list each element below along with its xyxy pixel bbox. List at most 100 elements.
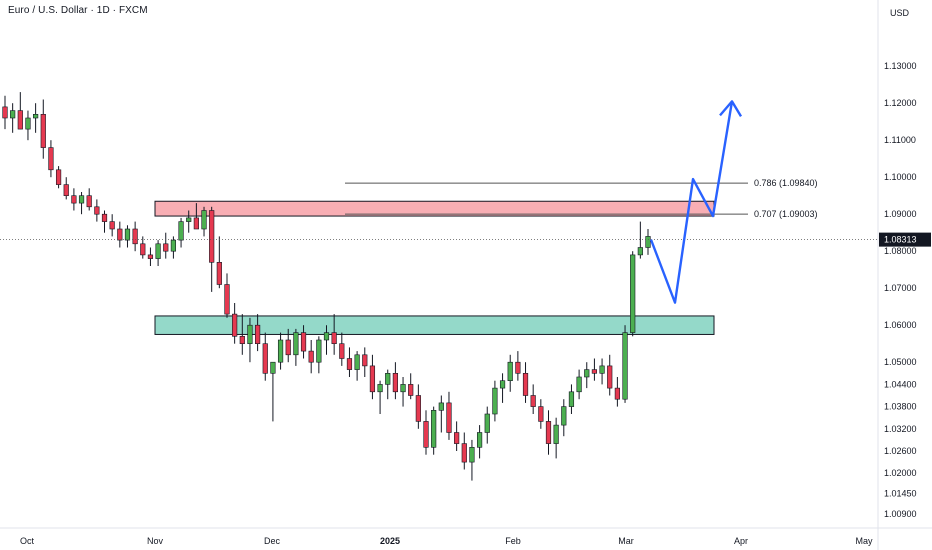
y-tick-label: 1.09000: [884, 209, 917, 219]
candle-body: [140, 243, 146, 256]
candle-body: [33, 114, 39, 119]
x-tick-label: Apr: [734, 536, 748, 546]
chart-title: Euro / U.S. Dollar · 1D · FXCM: [8, 5, 148, 16]
candle-body: [316, 339, 322, 363]
candle-body: [637, 247, 643, 256]
candle-body: [377, 384, 383, 393]
candle-body: [255, 324, 261, 345]
fib-level-label: 0.786 (1.09840): [754, 178, 818, 188]
candle-body: [599, 365, 605, 374]
candle-body: [17, 110, 23, 130]
fib-level-label: 0.707 (1.09003): [754, 209, 818, 219]
y-tick-label: 1.01450: [884, 489, 917, 499]
candle-body: [170, 239, 177, 252]
x-tick-label: Oct: [20, 536, 35, 546]
candle-body: [622, 332, 628, 400]
y-tick-label: 1.13000: [884, 61, 917, 71]
candle-body: [522, 372, 529, 396]
candle-body: [614, 387, 620, 400]
candle-body: [339, 343, 345, 359]
candle-body: [239, 335, 245, 344]
candle-body: [515, 361, 521, 374]
candle-body: [507, 361, 513, 382]
projection-path: [649, 101, 734, 304]
candle-body: [408, 384, 414, 396]
candle-body: [553, 424, 559, 444]
candle-body: [385, 372, 391, 385]
y-tick-label: 1.11000: [884, 135, 916, 145]
candle-body: [591, 369, 598, 374]
candle-body: [71, 195, 77, 204]
candle-body: [492, 387, 498, 415]
x-tick-label: Nov: [147, 536, 164, 546]
y-tick-label: 1.06000: [884, 320, 917, 330]
candle-body: [277, 339, 284, 363]
candle-body: [94, 206, 100, 215]
candle-body: [400, 384, 406, 393]
candle-body: [55, 169, 62, 185]
candle-body: [132, 228, 138, 245]
candle-body: [209, 210, 215, 263]
candle-body: [431, 409, 437, 448]
candle-body: [484, 413, 490, 433]
y-tick-label: 1.00900: [884, 509, 917, 519]
candle-body: [124, 228, 131, 241]
candle-body: [476, 432, 483, 448]
candle-body: [630, 254, 636, 333]
candle-body: [193, 217, 199, 230]
candle-body: [293, 332, 299, 356]
candle-body: [369, 365, 376, 393]
candle-body: [155, 243, 161, 259]
candle-body: [331, 332, 337, 345]
y-tick-label: 1.10000: [884, 172, 917, 182]
candle-body: [10, 110, 16, 119]
candle-body: [147, 254, 154, 259]
candle-body: [538, 406, 544, 422]
current-price-label: 1.08313: [884, 235, 917, 245]
candle-body: [545, 421, 552, 444]
candle-body: [446, 402, 452, 433]
candle-body: [285, 339, 291, 356]
candle-body: [454, 432, 460, 444]
candle-body: [163, 243, 169, 252]
y-tick-label: 1.03200: [884, 424, 917, 434]
candle-body: [300, 332, 307, 352]
candle-body: [216, 261, 222, 285]
candle-body: [362, 354, 368, 367]
candle-body: [232, 313, 238, 337]
x-tick-label: Mar: [618, 536, 634, 546]
current-price-badge: [879, 232, 931, 247]
x-tick-label: Feb: [505, 536, 521, 546]
candle-body: [201, 210, 207, 230]
candle-body: [78, 195, 85, 204]
candle-body: [461, 443, 467, 463]
demand-zone: [154, 315, 715, 335]
currency-label: USD: [890, 8, 910, 18]
candle-body: [561, 406, 567, 426]
candle-body: [109, 221, 115, 230]
candle-body: [63, 184, 69, 197]
x-tick-label: Dec: [264, 536, 281, 546]
candle-body: [101, 213, 108, 222]
candle-body: [499, 380, 506, 389]
candle-body: [392, 372, 398, 393]
candle-body: [2, 106, 8, 119]
y-tick-label: 1.07000: [884, 283, 917, 293]
candle-body: [415, 395, 421, 422]
candle-body: [584, 369, 590, 378]
candle-body: [262, 343, 268, 374]
candle-body: [530, 395, 536, 407]
y-tick-label: 1.02000: [884, 468, 917, 478]
candle-body: [568, 391, 575, 407]
x-tick-label: 2025: [380, 536, 400, 546]
candle-body: [48, 147, 54, 171]
projection-arrowhead: [719, 100, 743, 117]
candle-body: [423, 421, 429, 448]
candle-body: [354, 354, 360, 370]
candle-body: [186, 217, 192, 222]
candle-body: [438, 402, 444, 411]
candle-body: [25, 117, 31, 130]
candle-body: [247, 324, 253, 345]
